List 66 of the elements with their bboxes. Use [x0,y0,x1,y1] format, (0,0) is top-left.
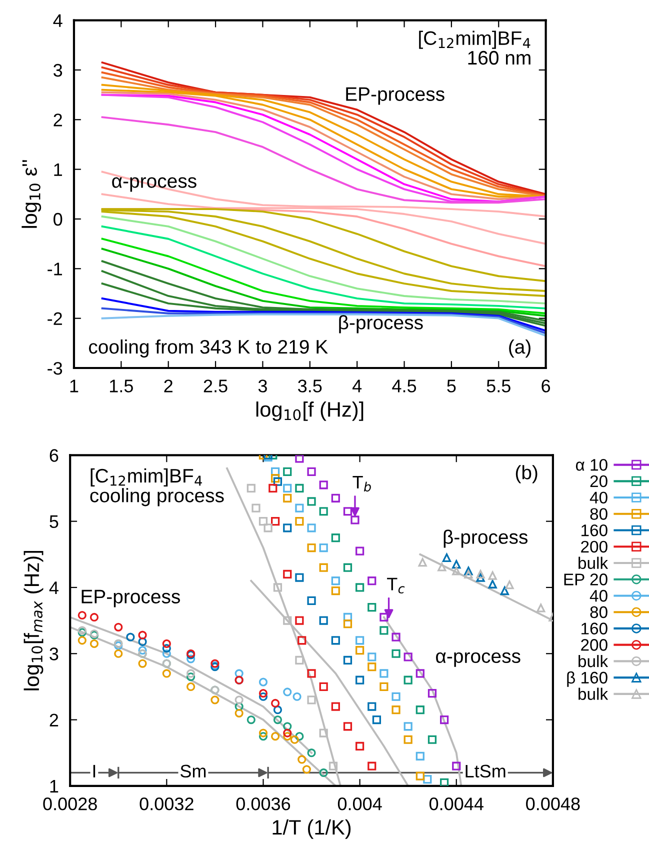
y-tick-label: 2 [54,114,62,126]
annotation: EP-process [82,590,180,608]
legend-label: bulk [578,654,608,668]
x-tick-label: 0.0048 [526,798,580,810]
y-tick-label: 3 [54,64,62,77]
legend-label: EP 20 [564,574,608,586]
x-tick-label: 1 [70,380,78,392]
y-axis-title: log$_{10}$[f$_{max}$ (Hz)] [24,551,44,690]
legend-label: β 160 [567,671,608,687]
x-tick-label: 3 [258,380,267,392]
x-tick-label: 0.0028 [43,798,97,810]
x-tick-label: 0.0036 [236,798,290,810]
annotation: EP-process [346,87,444,105]
x-tick-label: 4 [352,380,362,392]
x-tick-label: 1.5 [110,380,133,392]
annotation: α-process [112,177,196,192]
legend-label: 200 [581,639,608,651]
annotation: Sm [180,764,206,778]
annotation: T$_{c}$ [387,578,405,594]
x-tick-label: 5.5 [486,380,510,392]
annotation: LtSm [466,764,506,778]
annotation: (b) [516,465,538,484]
y-tick-label: 6 [50,449,58,462]
legend-label: bulk [578,556,608,569]
annotation: T$_{b}$ [352,476,371,492]
x-tick-label: 0.0032 [140,798,194,810]
annotation: β-process [444,530,528,548]
x-axis-title: 1/T (1/K) [272,819,351,839]
y-tick-label: 0 [54,212,62,226]
y-tick-label: 4 [53,14,62,27]
y-tick-label: -1 [48,262,62,276]
legend-label: 20 [590,475,608,488]
y-tick-label: 5 [50,515,58,528]
annotation: [C$_{12}$mim]BF$_{4}$ 160 nm [419,30,530,65]
y-axis-title: log$_{10}$ ε'' [22,160,42,228]
y-tick-label: -3 [48,362,62,375]
annotation: β-process [339,315,423,334]
legend-label: bulk [578,688,608,700]
y-tick-label: 3 [50,648,58,660]
x-axis-title: log$_{10}$[f (Hz)] [256,402,364,421]
legend-label: α 10 [576,458,608,471]
annotation: α-process [436,652,520,667]
annotation: (a) [509,339,530,358]
x-tick-label: 0.0044 [429,798,484,810]
legend-label: 80 [590,508,608,520]
x-tick-label: 6 [542,380,550,392]
x-tick-label: 5 [447,380,456,392]
y-tick-label: 4 [49,582,58,594]
x-tick-label: 0.004 [338,798,382,810]
x-tick-label: 3.5 [298,380,322,392]
x-tick-label: 2 [164,380,172,392]
legend-label: 40 [590,492,608,504]
annotation: [C$_{12}$mim]BF$_{4}$ cooling process [90,468,224,506]
y-tick-label: 2 [50,714,58,726]
legend-label: 160 [582,622,608,634]
annotation: cooling from 343 K to 219 K [88,339,328,358]
legend-label: 160 [582,524,608,536]
legend-label: 200 [581,540,608,553]
legend-label: 80 [590,606,608,618]
x-tick-label: 4.5 [392,380,416,392]
x-tick-label: 2.5 [204,380,228,392]
legend-label: 40 [590,590,608,602]
y-tick-label: 1 [54,163,62,176]
annotation: I [93,764,96,778]
y-tick-label: 1 [50,780,58,792]
y-tick-label: -2 [48,312,62,325]
